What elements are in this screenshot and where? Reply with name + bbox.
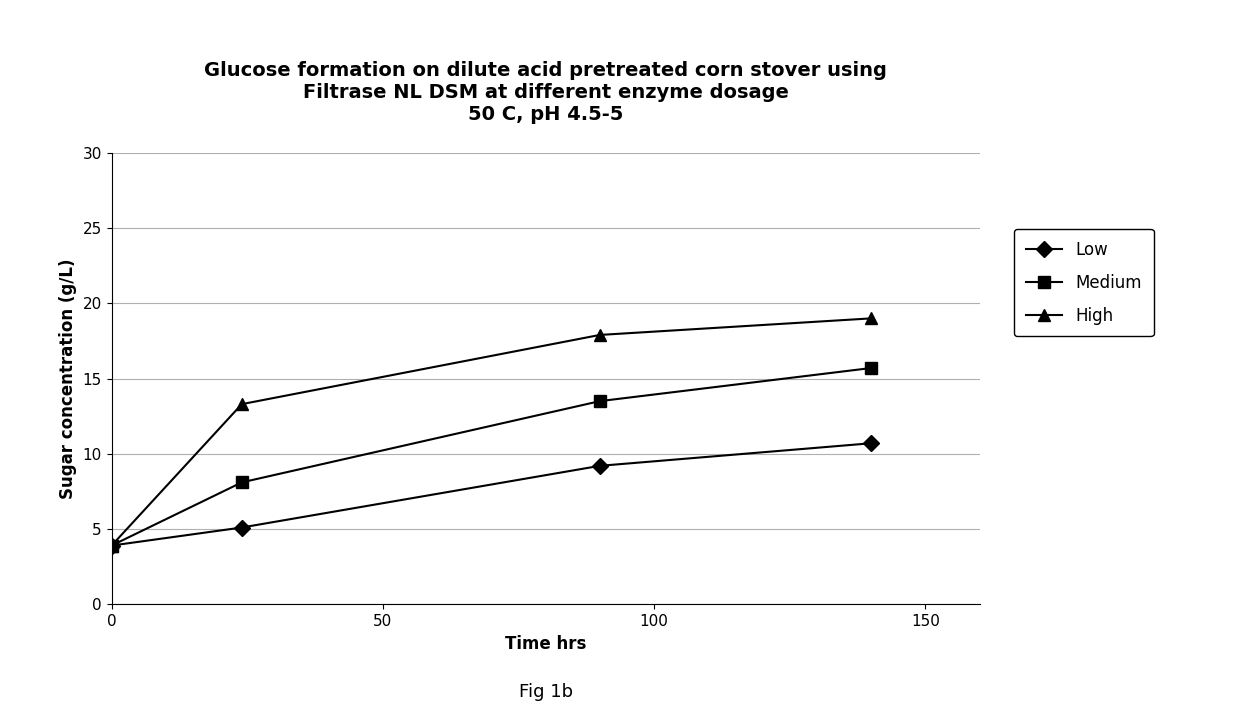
Medium [863,364,878,373]
X-axis label: Time hrs: Time hrs [505,635,587,652]
Medium [234,478,249,487]
High [863,314,878,323]
Medium [104,541,119,550]
Line: Medium: Medium [107,363,877,551]
High [104,541,119,550]
Text: Glucose formation on dilute acid pretreated corn stover using
Filtrase NL DSM at: Glucose formation on dilute acid pretrea… [205,60,887,124]
Low [863,439,878,448]
Medium [593,397,608,405]
Line: Low: Low [107,438,877,551]
High [234,400,249,408]
Text: Fig 1b: Fig 1b [518,683,573,700]
Low [234,523,249,532]
Line: High: High [107,313,877,551]
Y-axis label: Sugar concentration (g/L): Sugar concentration (g/L) [60,258,77,499]
Low [593,462,608,470]
High [593,331,608,339]
Legend: Low, Medium, High: Low, Medium, High [1014,229,1153,336]
Low [104,541,119,550]
